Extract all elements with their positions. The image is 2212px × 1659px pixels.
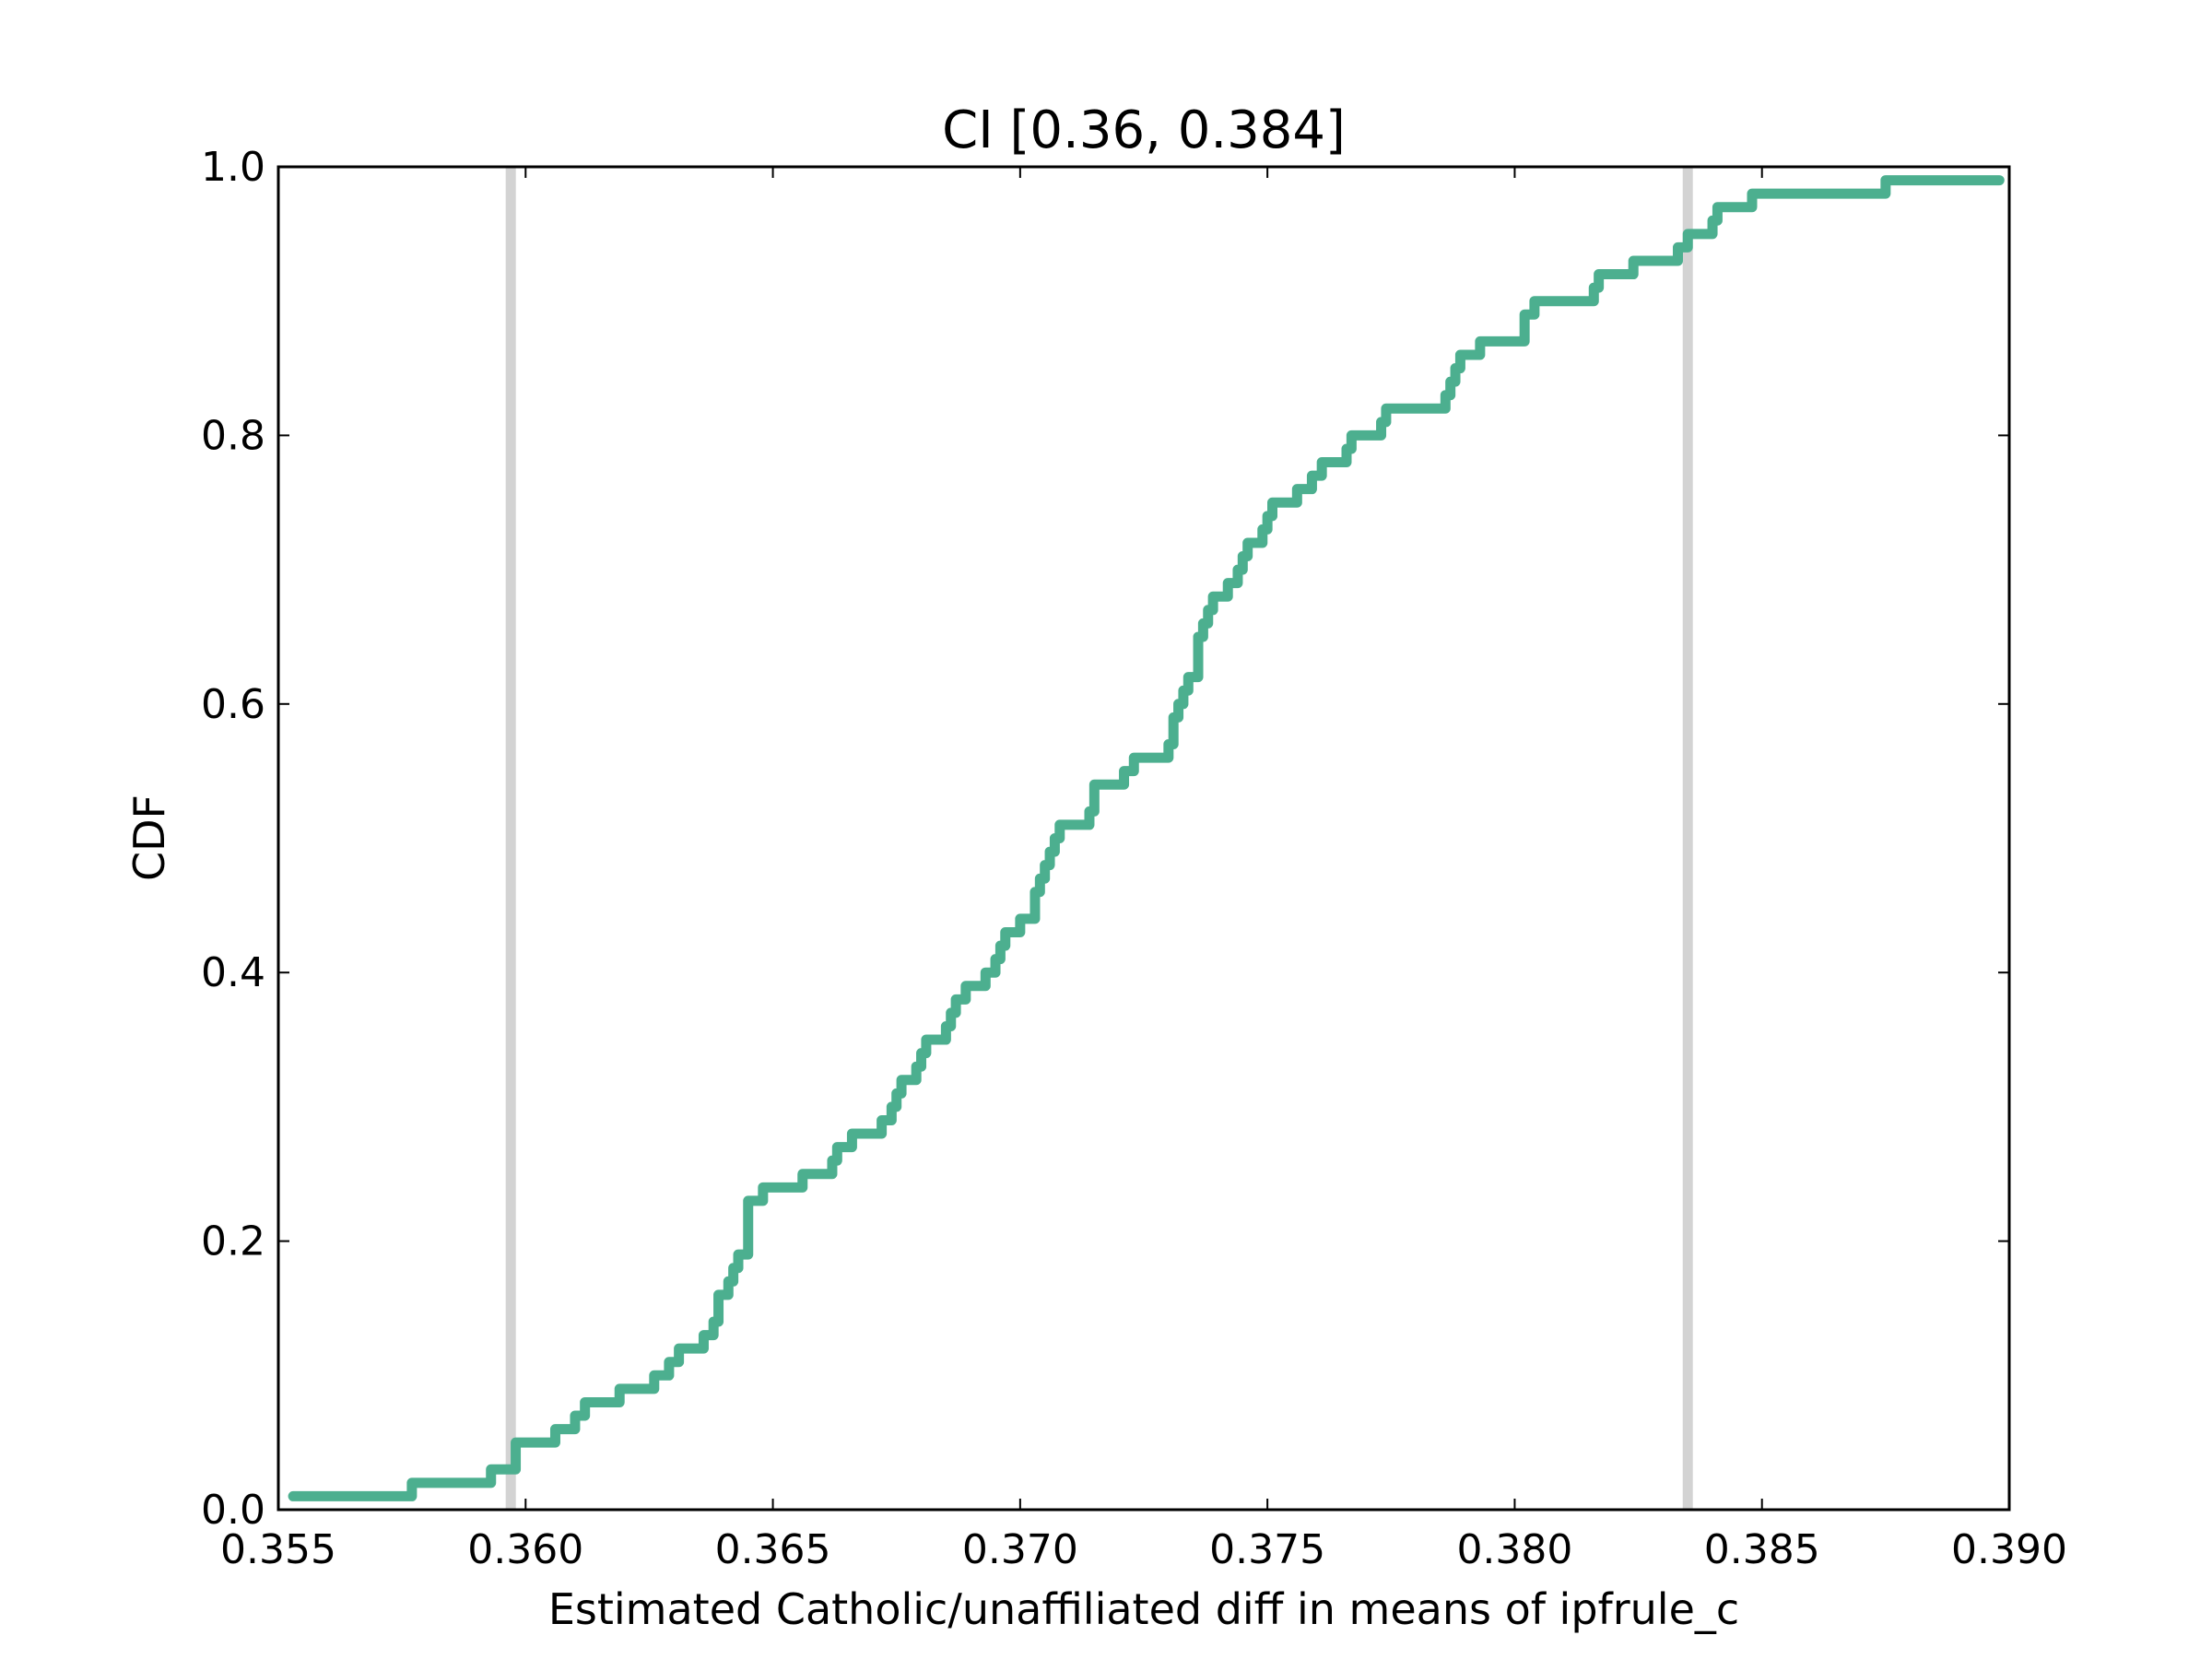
plot-frame — [276, 165, 2011, 1512]
y-tick-label: 1.0 — [201, 144, 265, 191]
y-tick-label: 0.0 — [201, 1487, 265, 1534]
x-tick-label: 0.385 — [1704, 1526, 1820, 1573]
y-axis-ticks: 0.0 0.2 0.4 0.6 0.8 1.0 — [201, 144, 2009, 1534]
y-tick-label: 0.2 — [201, 1218, 265, 1265]
x-tick-label: 0.355 — [220, 1526, 336, 1573]
cdf-series-line-0 — [288, 175, 2005, 1501]
y-tick-label: 0.4 — [201, 949, 265, 996]
y-tick-label: 0.8 — [201, 412, 265, 459]
ci-lines — [505, 167, 1693, 1510]
y-tick-label: 0.6 — [201, 681, 265, 728]
x-tick-label: 0.390 — [1951, 1526, 2067, 1573]
series-layer — [288, 175, 2005, 1501]
y-axis-label: CDF — [124, 794, 174, 881]
x-axis-ticks: 0.355 0.360 0.365 0.370 0.375 0.380 0.385 0.390 — [220, 167, 2067, 1573]
x-tick-label: 0.380 — [1456, 1526, 1572, 1573]
chart-title: CI [0.36, 0.384] — [942, 100, 1346, 160]
x-tick-label: 0.370 — [962, 1526, 1078, 1573]
x-tick-label: 0.360 — [467, 1526, 583, 1573]
x-tick-label: 0.375 — [1209, 1526, 1325, 1573]
x-tick-label: 0.365 — [715, 1526, 831, 1573]
x-axis-label: Estimated Catholic/unaffiliated diff in … — [548, 1584, 1739, 1634]
